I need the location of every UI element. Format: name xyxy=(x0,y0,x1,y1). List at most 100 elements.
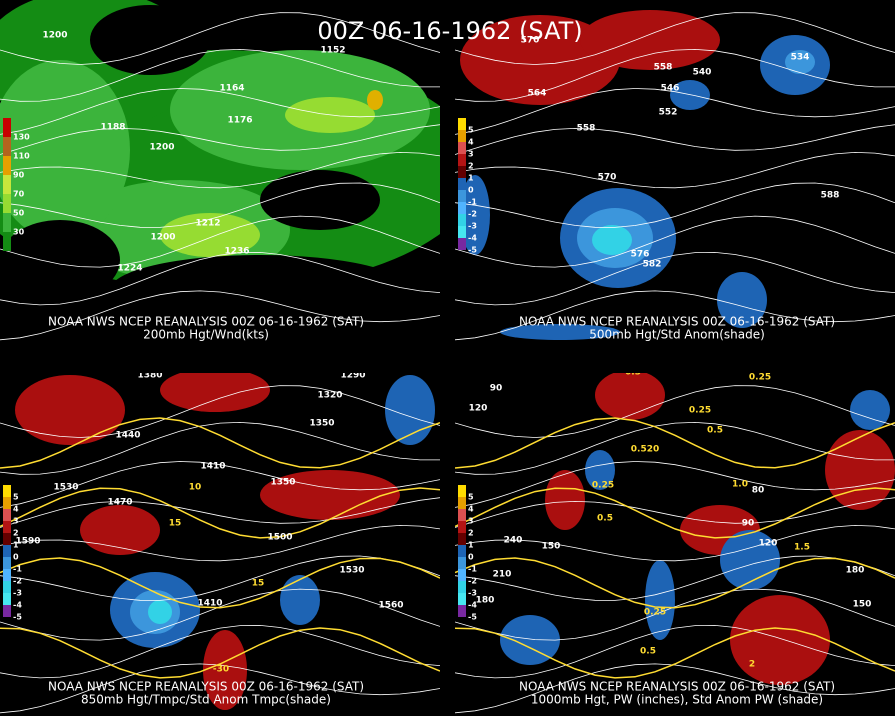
legend-label: 90 xyxy=(13,171,25,180)
legend-swatch xyxy=(458,557,466,569)
legend-swatch xyxy=(458,581,466,593)
contour-label: 1530 xyxy=(53,483,78,493)
shaded-area xyxy=(717,272,767,328)
legend-label: 1 xyxy=(468,174,474,183)
contour-label: 150 xyxy=(853,600,872,610)
legend-label: 5 xyxy=(468,493,474,502)
contour-line xyxy=(455,385,895,438)
contour-line xyxy=(0,524,440,562)
shaded-area xyxy=(110,255,410,325)
contour-label: 576 xyxy=(631,250,650,260)
legend-swatch xyxy=(458,533,466,545)
contour-line xyxy=(455,215,895,268)
shaded-area xyxy=(203,630,247,710)
legend-swatch xyxy=(458,485,466,497)
contour-label: 1224 xyxy=(117,264,142,274)
contour-line xyxy=(455,421,895,475)
contour-label: 1350 xyxy=(309,419,334,429)
shaded-area xyxy=(850,390,890,430)
contour-line xyxy=(0,588,440,641)
contour-line xyxy=(0,290,440,341)
contour-label: 0.25 xyxy=(644,608,666,618)
legend-swatch xyxy=(458,118,466,130)
legend-swatch xyxy=(3,118,11,137)
contour-label: 558 xyxy=(654,63,673,73)
contour-label: 120 xyxy=(759,539,778,549)
legend-label: 5 xyxy=(468,126,474,135)
legend-swatch xyxy=(3,485,11,497)
shaded-area xyxy=(80,505,160,555)
legend-swatch xyxy=(458,593,466,605)
contour-label: 0.5 xyxy=(597,514,613,524)
legend-label: 4 xyxy=(468,505,474,514)
contour-label: 546 xyxy=(661,84,680,94)
legend-label: 1 xyxy=(468,541,474,550)
contour-label: 558 xyxy=(577,124,596,134)
shaded-area xyxy=(280,575,320,625)
legend-swatch xyxy=(458,130,466,142)
shaded-area xyxy=(500,615,560,665)
legend-swatch xyxy=(458,142,466,154)
legend-label: 4 xyxy=(468,138,474,147)
secondary-contour xyxy=(455,627,895,679)
legend-swatch xyxy=(458,605,466,617)
contour-label: 582 xyxy=(643,260,662,270)
legend-label: -1 xyxy=(13,565,22,574)
shaded-area xyxy=(260,470,400,520)
shaded-area xyxy=(148,600,172,624)
shaded-area xyxy=(825,430,895,510)
legend-swatch xyxy=(3,213,11,232)
legend-label: -4 xyxy=(468,234,477,243)
contour-label: 240 xyxy=(504,536,523,546)
shaded-area xyxy=(580,10,720,70)
contour-label: 150 xyxy=(542,542,561,552)
shaded-area xyxy=(260,170,380,230)
contour-label: 210 xyxy=(493,570,512,580)
legend-swatch xyxy=(3,533,11,545)
legend-label: -2 xyxy=(468,210,477,219)
contour-line xyxy=(0,624,440,679)
contour-label: 10 xyxy=(189,483,202,493)
legend-label: -4 xyxy=(13,601,22,610)
legend-label: 4 xyxy=(13,505,19,514)
shaded-area xyxy=(645,560,675,640)
shaded-area xyxy=(367,90,383,110)
contour-line xyxy=(0,421,440,475)
contour-label: 1470 xyxy=(107,498,132,508)
contour-line xyxy=(455,12,895,65)
contour-label: 0.5 xyxy=(707,426,723,436)
contour-line xyxy=(0,251,440,306)
contour-label: 1.5 xyxy=(794,543,810,553)
contour-label: 1176 xyxy=(227,116,252,126)
legend-swatch xyxy=(3,593,11,605)
legend-label: -1 xyxy=(468,565,477,574)
shaded-area xyxy=(585,450,615,490)
legend-label: 2 xyxy=(13,529,19,538)
legend-label: -2 xyxy=(468,577,477,586)
legend-swatch xyxy=(458,569,466,581)
legend-label: 2 xyxy=(468,529,474,538)
panel-product: 850mb Hgt/Tmpc/Std Anom Tmpc(shade) xyxy=(81,693,331,707)
shaded-area xyxy=(15,375,125,445)
legend-swatch xyxy=(3,194,11,213)
contour-label: 1188 xyxy=(100,123,125,133)
contour-label: 570 xyxy=(521,36,540,46)
legend-label: 3 xyxy=(468,150,474,159)
shaded-area xyxy=(460,15,620,105)
contour-label: 0.25 xyxy=(592,481,614,491)
contour-label: 1200 xyxy=(149,143,174,153)
contour-line xyxy=(455,290,895,341)
legend-label: 5 xyxy=(13,493,19,502)
panel-product: 1000mb Hgt, PW (inches), Std Anom PW (sh… xyxy=(531,693,823,707)
legend-label: 50 xyxy=(13,209,25,218)
legend-label: 0 xyxy=(468,186,474,195)
contour-label: 1200 xyxy=(150,233,175,243)
secondary-contour xyxy=(0,557,440,609)
legend-label: 2 xyxy=(468,162,474,171)
secondary-contour xyxy=(0,627,440,679)
contour-label: 0.520 xyxy=(631,445,659,455)
legend-swatch xyxy=(458,178,466,190)
legend-label: -2 xyxy=(13,577,22,586)
